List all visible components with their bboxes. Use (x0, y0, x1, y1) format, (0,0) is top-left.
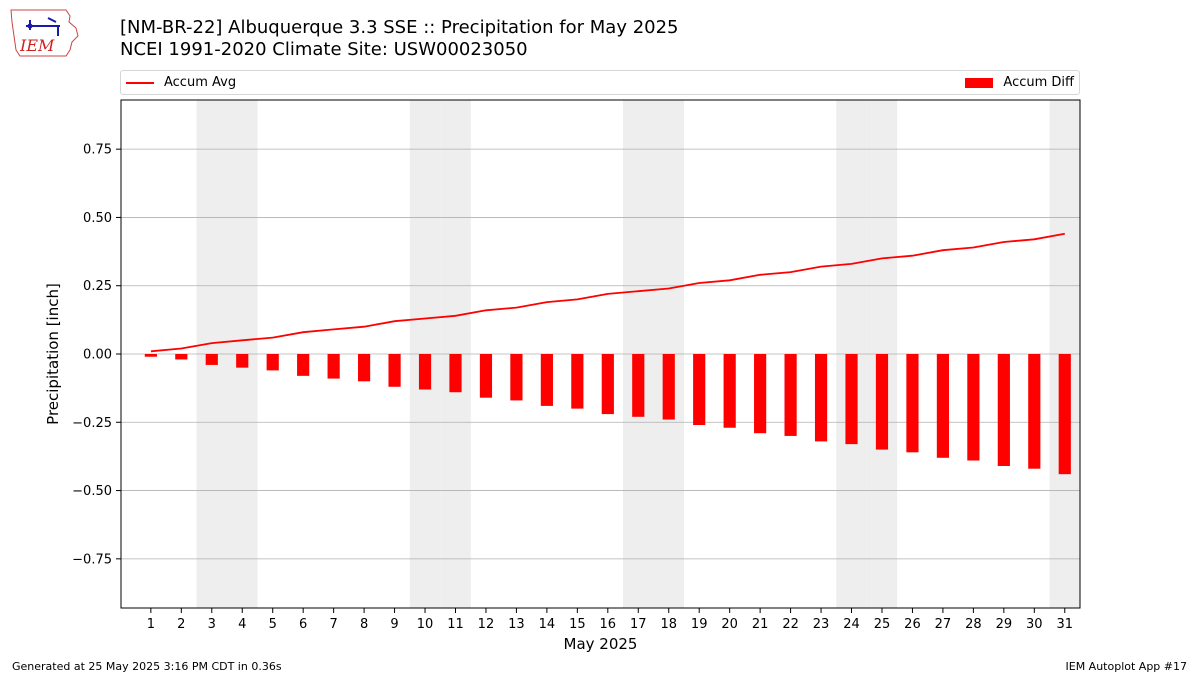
x-tick-label: 20 (721, 617, 738, 632)
x-tick-label: 5 (269, 617, 277, 632)
bar-accum-diff (297, 354, 310, 376)
x-tick-label: 29 (996, 617, 1013, 632)
y-tick-label: −0.75 (72, 552, 112, 567)
y-axis-label: Precipitation [inch] (44, 283, 62, 425)
bar-accum-diff (327, 354, 340, 379)
bar-accum-diff (754, 354, 767, 434)
x-tick-label: 7 (329, 617, 337, 632)
bar-accum-diff (997, 354, 1010, 466)
x-tick-label: 1 (147, 617, 155, 632)
bar-accum-diff (479, 354, 493, 398)
x-tick-label: 15 (569, 617, 586, 632)
bar-accum-diff (632, 354, 645, 417)
bar-accum-diff (784, 354, 797, 436)
bar-accum-diff (601, 354, 614, 415)
x-tick-label: 19 (691, 617, 708, 632)
bar-accum-diff (388, 354, 401, 387)
bar-accum-diff (266, 354, 279, 371)
x-tick-label: 12 (478, 617, 495, 632)
bar-accum-diff (693, 354, 706, 426)
legend-label-accum-diff: Accum Diff (1003, 75, 1074, 90)
bar-accum-diff (967, 354, 980, 461)
x-tick-label: 18 (660, 617, 677, 632)
y-tick-label: 0.50 (83, 211, 112, 226)
x-tick-label: 13 (508, 617, 525, 632)
x-tick-label: 26 (904, 617, 921, 632)
x-tick-label: 21 (752, 617, 769, 632)
x-tick-label: 31 (1056, 617, 1073, 632)
x-tick-label: 10 (417, 617, 434, 632)
x-tick-label: 27 (935, 617, 952, 632)
legend-item-accum-avg: Accum Avg (126, 75, 236, 90)
x-tick-label: 9 (390, 617, 398, 632)
iem-logo: IEM (10, 9, 79, 57)
bar-accum-diff (875, 354, 889, 450)
bar-accum-diff (175, 354, 188, 360)
bar-accum-diff (358, 354, 371, 382)
bar-accum-diff (449, 354, 462, 393)
x-tick-label: 2 (177, 617, 185, 632)
x-tick-label: 23 (813, 617, 830, 632)
x-tick-label: 14 (539, 617, 556, 632)
x-tick-label: 16 (600, 617, 617, 632)
y-tick-label: 0.75 (83, 143, 112, 158)
bar-accum-diff (540, 354, 553, 406)
legend: Accum Avg Accum Diff (120, 70, 1080, 95)
x-tick-label: 30 (1026, 617, 1043, 632)
x-tick-label: 11 (447, 617, 464, 632)
bar-accum-diff (1028, 354, 1041, 469)
y-tick-label: −0.25 (72, 416, 112, 431)
y-tick-label: 0.25 (83, 279, 112, 294)
x-tick-label: 3 (208, 617, 216, 632)
iowa-outline-icon (10, 9, 79, 57)
bar-accum-diff (662, 354, 675, 420)
footer-app-text: IEM Autoplot App #17 (1065, 660, 1188, 673)
x-tick-label: 28 (965, 617, 982, 632)
chart-title: [NM-BR-22] Albuquerque 3.3 SSE :: Precip… (120, 17, 679, 38)
bar-accum-diff (144, 354, 157, 357)
bar-accum-diff (205, 354, 218, 365)
line-accum-avg (150, 232, 1065, 353)
bar-accum-diff (510, 354, 523, 401)
bar-accum-diff (814, 354, 828, 442)
x-tick-label: 24 (843, 617, 860, 632)
bar-accum-diff (236, 354, 249, 368)
bar-accum-diff (906, 354, 919, 453)
x-axis-label: May 2025 (564, 635, 638, 653)
bar-accum-diff (571, 354, 584, 409)
bar-accum-diff (418, 354, 432, 390)
y-tick-label: 0.00 (83, 348, 112, 363)
x-tick-label: 4 (238, 617, 246, 632)
bar-accum-diff (845, 354, 858, 445)
x-tick-label: 8 (360, 617, 368, 632)
x-tick-label: 25 (874, 617, 891, 632)
y-tick-label: −0.50 (72, 484, 112, 499)
x-tick-label: 22 (782, 617, 799, 632)
x-tick-label: 6 (299, 617, 307, 632)
chart-subtitle: NCEI 1991-2020 Climate Site: USW00023050 (120, 39, 528, 60)
bar-accum-diff (1058, 354, 1071, 475)
legend-label-accum-avg: Accum Avg (164, 75, 237, 90)
legend-item-accum-diff: Accum Diff (965, 75, 1074, 90)
logo-text: IEM (19, 36, 55, 55)
footer-generated-text: Generated at 25 May 2025 3:16 PM CDT in … (12, 660, 282, 673)
legend-line-swatch (126, 81, 154, 84)
bar-accum-diff (936, 354, 950, 458)
legend-bar-swatch (965, 77, 994, 88)
bar-accum-diff (723, 354, 736, 428)
x-tick-label: 17 (630, 617, 647, 632)
